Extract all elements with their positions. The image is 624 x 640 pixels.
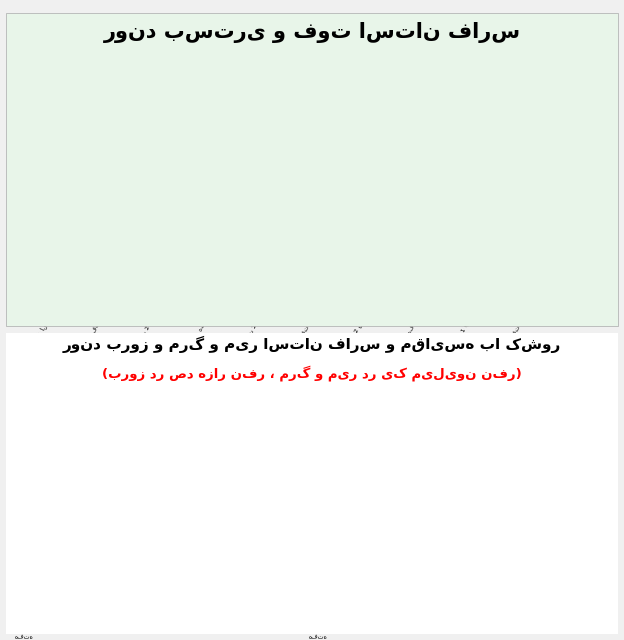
Text: 0.26: 0.26 bbox=[592, 561, 609, 571]
Text: فارس: فارس bbox=[535, 535, 557, 542]
Text: هفته: هفته bbox=[24, 378, 46, 384]
Text: Sum of فوت: Sum of فوت bbox=[492, 301, 527, 308]
Text: 0.00: 0.00 bbox=[592, 567, 609, 576]
Text: روند بروز و مرگ و میر استان فارس و مقایسه با کشور: روند بروز و مرگ و میر استان فارس و مقایس… bbox=[63, 336, 561, 353]
Text: روند بستری و فوت استان فارس: روند بستری و فوت استان فارس bbox=[104, 22, 520, 44]
Text: Sum of بستری: Sum of بستری bbox=[492, 288, 537, 294]
Text: بروز در صد هزار نفر در استان فارس: بروز در صد هزار نفر در استان فارس bbox=[43, 383, 134, 388]
Text: مرگ و میر در میلیون نفر استان فارس: مرگ و میر در میلیون نفر استان فارس bbox=[336, 382, 436, 388]
Text: فارس: فارس bbox=[245, 535, 266, 542]
Text: Sum of بستری  Sum of فوت: Sum of بستری Sum of فوت bbox=[67, 58, 162, 65]
Text: 0.21: 0.21 bbox=[299, 561, 316, 570]
Text: کل کشور: کل کشور bbox=[245, 551, 281, 559]
Text: استان : ۲۰: استان : ۲۰ bbox=[67, 47, 105, 54]
Text: هفته: هفته bbox=[15, 635, 34, 640]
Text: Values:: Values: bbox=[458, 280, 478, 285]
Text: 0.15: 0.15 bbox=[299, 568, 316, 577]
Text: کل کشور: کل کشور bbox=[535, 551, 571, 559]
Text: هفته: هفته bbox=[308, 635, 327, 640]
Text: (بروز در صد هزار نفر ، مرگ و میر در یک میلیون نفر): (بروز در صد هزار نفر ، مرگ و میر در یک م… bbox=[102, 365, 522, 381]
